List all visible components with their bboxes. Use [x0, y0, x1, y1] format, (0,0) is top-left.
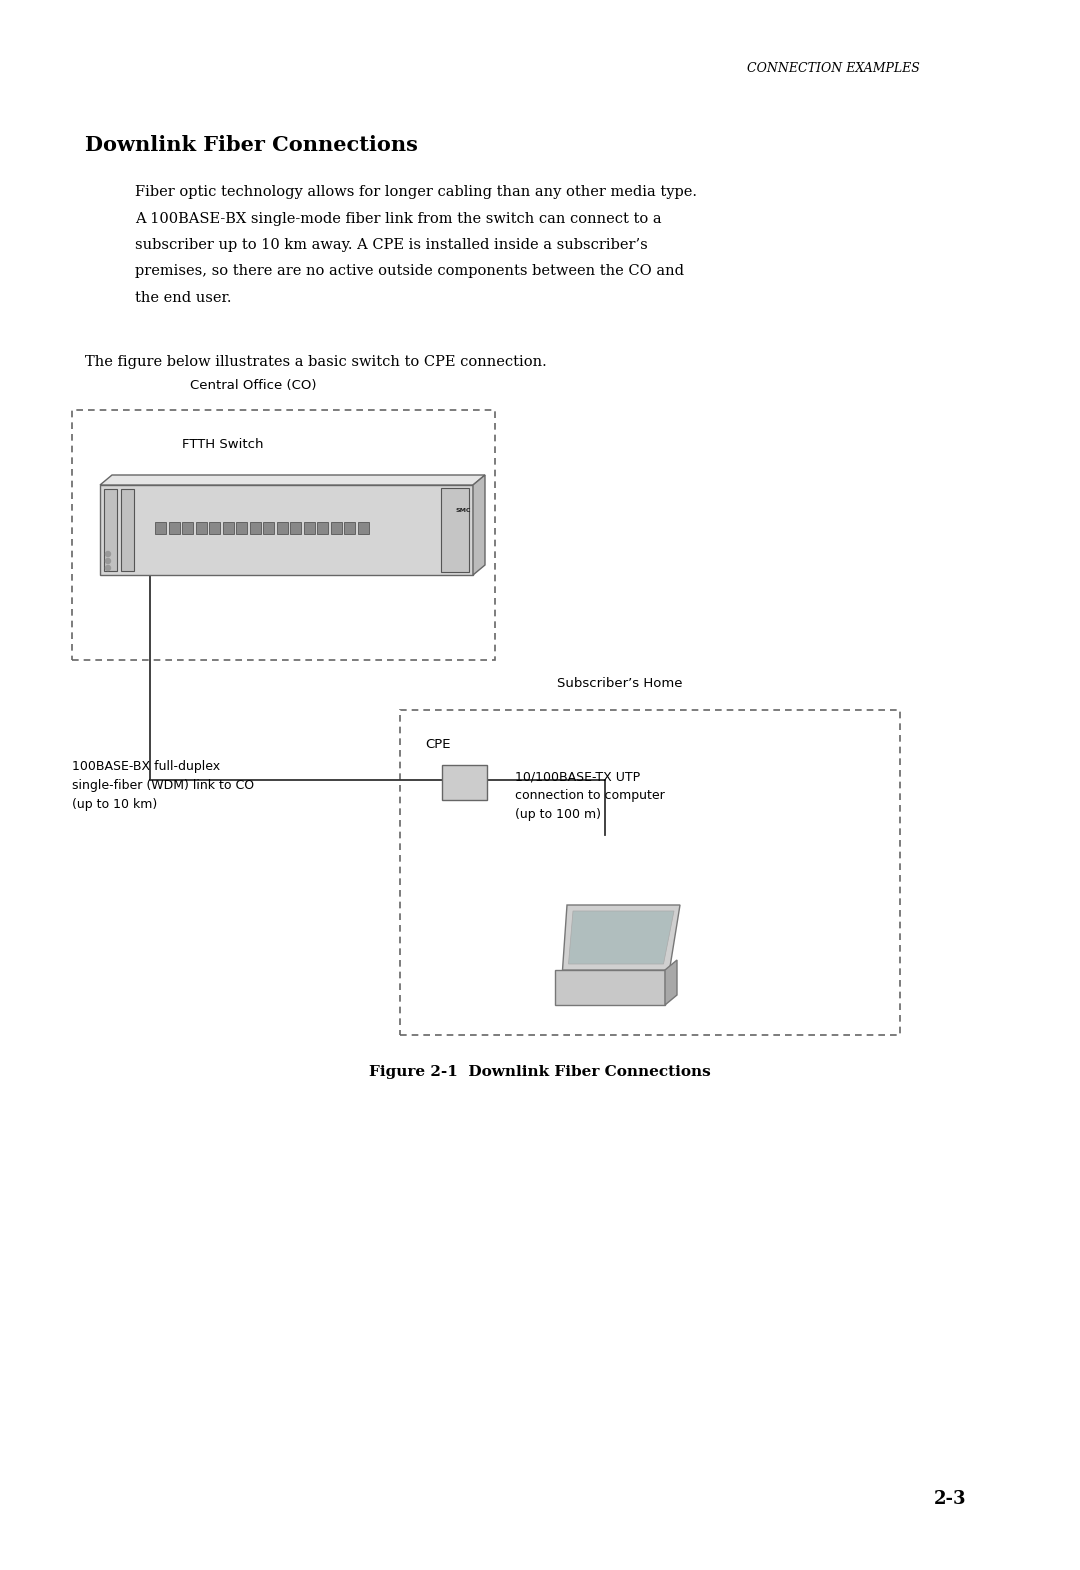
FancyBboxPatch shape [249, 523, 260, 534]
Text: Fiber optic technology allows for longer cabling than any other media type.: Fiber optic technology allows for longer… [135, 185, 697, 199]
FancyBboxPatch shape [318, 523, 328, 534]
FancyBboxPatch shape [100, 485, 473, 575]
Polygon shape [473, 476, 485, 575]
Text: CPE: CPE [426, 738, 450, 750]
FancyBboxPatch shape [156, 523, 166, 534]
Text: subscriber up to 10 km away. A CPE is installed inside a subscriber’s: subscriber up to 10 km away. A CPE is in… [135, 239, 648, 253]
FancyBboxPatch shape [104, 488, 117, 571]
Text: Downlink Fiber Connections: Downlink Fiber Connections [85, 135, 418, 155]
Circle shape [106, 551, 110, 556]
Text: A 100BASE-BX single-mode fiber link from the switch can connect to a: A 100BASE-BX single-mode fiber link from… [135, 212, 662, 226]
Text: premises, so there are no active outside components between the CO and: premises, so there are no active outside… [135, 264, 684, 278]
Polygon shape [568, 911, 674, 964]
Polygon shape [563, 904, 680, 970]
FancyBboxPatch shape [237, 523, 247, 534]
FancyBboxPatch shape [330, 523, 341, 534]
FancyBboxPatch shape [345, 523, 355, 534]
FancyBboxPatch shape [195, 523, 206, 534]
Text: 10/100BASE-TX UTP
connection to computer
(up to 100 m): 10/100BASE-TX UTP connection to computer… [515, 769, 665, 821]
FancyBboxPatch shape [555, 970, 665, 1005]
FancyBboxPatch shape [276, 523, 287, 534]
Polygon shape [665, 959, 677, 1005]
Text: CONNECTION EXAMPLES: CONNECTION EXAMPLES [747, 61, 920, 75]
Circle shape [106, 565, 110, 570]
Text: Central Office (CO): Central Office (CO) [190, 378, 316, 392]
Circle shape [106, 559, 110, 564]
Text: The figure below illustrates a basic switch to CPE connection.: The figure below illustrates a basic swi… [85, 355, 546, 369]
Polygon shape [442, 765, 486, 801]
FancyBboxPatch shape [441, 488, 469, 571]
FancyBboxPatch shape [168, 523, 179, 534]
FancyBboxPatch shape [222, 523, 233, 534]
Polygon shape [100, 476, 485, 485]
FancyBboxPatch shape [210, 523, 220, 534]
Text: Figure 2-1  Downlink Fiber Connections: Figure 2-1 Downlink Fiber Connections [369, 1064, 711, 1079]
FancyBboxPatch shape [291, 523, 301, 534]
FancyBboxPatch shape [357, 523, 368, 534]
Text: 100BASE-BX full-duplex
single-fiber (WDM) link to CO
(up to 10 km): 100BASE-BX full-duplex single-fiber (WDM… [72, 760, 254, 812]
Text: SMC: SMC [456, 507, 471, 513]
Text: Subscriber’s Home: Subscriber’s Home [557, 677, 683, 689]
FancyBboxPatch shape [183, 523, 193, 534]
Text: the end user.: the end user. [135, 290, 231, 305]
FancyBboxPatch shape [303, 523, 314, 534]
FancyBboxPatch shape [121, 488, 134, 571]
Text: FTTH Switch: FTTH Switch [183, 438, 264, 451]
FancyBboxPatch shape [264, 523, 274, 534]
Text: 2-3: 2-3 [934, 1490, 967, 1509]
